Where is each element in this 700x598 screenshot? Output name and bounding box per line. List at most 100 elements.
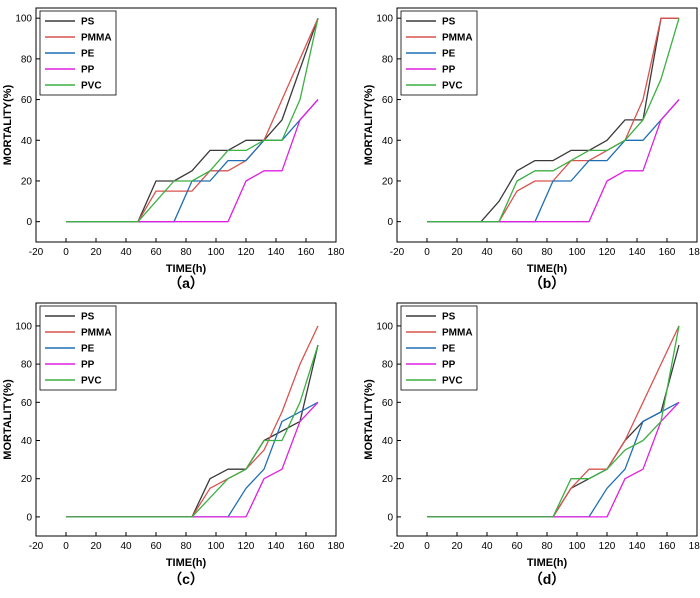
x-tick-label: 20 — [451, 247, 463, 258]
x-tick-label: 180 — [689, 541, 700, 552]
x-tick-label: 0 — [63, 247, 69, 258]
x-tick-label: -20 — [29, 247, 44, 258]
x-axis-label: TIME(h) — [527, 263, 568, 275]
y-tick-label: 80 — [21, 54, 33, 65]
x-tick-label: 80 — [541, 247, 553, 258]
x-tick-label: 60 — [511, 247, 523, 258]
x-tick-label: -20 — [29, 541, 44, 552]
x-tick-label: -20 — [390, 541, 405, 552]
legend-label-pp: PP — [81, 65, 95, 76]
legend: PS PMMA PE PP PVC — [39, 305, 117, 391]
y-tick-label: 60 — [382, 95, 394, 106]
chart-panel-b: -20020406080100120140160180020406080100T… — [363, 7, 700, 291]
y-tick-label: 40 — [21, 136, 33, 147]
y-tick-label: 60 — [21, 95, 33, 106]
x-tick-label: 100 — [569, 247, 586, 258]
y-tick-label: 20 — [21, 474, 33, 485]
panel-caption: （c） — [168, 571, 204, 587]
legend-label-ps: PS — [81, 17, 95, 28]
chart-panel-a: -20 0 20 40 60 80 100 120 140 160 180020406080100T… — [2, 7, 345, 291]
x-tick-label: 140 — [629, 247, 646, 258]
series-line-pp — [66, 401, 319, 518]
legend-label-ps: PS — [442, 17, 456, 28]
x-tick-label: 180 — [328, 247, 345, 258]
legend-label-ps: PS — [81, 312, 95, 323]
legend-label-pmma: PMMA — [81, 328, 112, 339]
y-tick-label: 100 — [15, 14, 32, 25]
series-line-pp — [427, 99, 680, 223]
y-tick-label: 60 — [382, 398, 394, 409]
x-tick-label: 0 — [424, 247, 430, 258]
y-tick-label: 0 — [26, 512, 32, 523]
x-tick-label: 100 — [208, 247, 225, 258]
y-tick-label: 40 — [382, 136, 394, 147]
x-tick-label: 40 — [481, 541, 493, 552]
x-tick-label: 20 — [90, 247, 102, 258]
legend-label-pe: PE — [81, 49, 95, 60]
legend-label-pp: PP — [442, 360, 456, 371]
x-tick-label: 0 — [63, 541, 69, 552]
x-tick-label: 60 — [150, 247, 162, 258]
legend: PS PMMA PE PP PVC — [400, 10, 478, 96]
series-line-pp — [66, 99, 319, 223]
x-tick-label: 20 — [451, 541, 463, 552]
x-tick-label: 160 — [298, 541, 315, 552]
y-tick-label: 40 — [382, 436, 394, 447]
y-tick-label: 80 — [382, 360, 394, 371]
series-line-pe — [427, 99, 680, 223]
legend-label-pe: PE — [442, 344, 456, 355]
y-tick-label: 100 — [376, 321, 393, 332]
x-tick-label: -20 — [390, 247, 405, 258]
legend-label-pvc: PVC — [442, 376, 463, 387]
y-tick-label: 0 — [387, 512, 393, 523]
y-tick-label: 40 — [21, 436, 33, 447]
series-line-pe — [427, 401, 680, 518]
series-line-pmma — [427, 17, 679, 223]
series-line-pvc — [427, 325, 680, 518]
legend-label-pe: PE — [81, 344, 95, 355]
x-tick-label: 140 — [629, 541, 646, 552]
y-tick-label: 80 — [382, 54, 394, 65]
chart-panel-c: -20 0 20 40 60 80 100 120 140 160 180020406080100T… — [2, 302, 345, 587]
x-axis-label: TIME(h) — [166, 557, 207, 569]
x-tick-label: 20 — [90, 541, 102, 552]
legend-label-pvc: PVC — [442, 81, 463, 92]
series-line-ps — [66, 17, 319, 223]
legend-label-pmma: PMMA — [442, 33, 473, 44]
x-tick-label: 40 — [120, 541, 132, 552]
series-line-pe — [66, 99, 319, 223]
x-tick-label: 80 — [180, 541, 192, 552]
series-line-pp — [427, 401, 680, 518]
x-tick-label: 120 — [238, 247, 255, 258]
panel-caption: （d） — [529, 571, 566, 587]
legend-label-pp: PP — [442, 65, 456, 76]
x-tick-label: 100 — [569, 541, 586, 552]
legend-label-pe: PE — [442, 49, 456, 60]
chart-panel-d: -20020406080100120140160180020406080100T… — [363, 302, 700, 587]
panel-caption: （a） — [168, 275, 204, 291]
x-tick-label: 80 — [180, 247, 192, 258]
x-tick-label: 120 — [238, 541, 255, 552]
x-axis-label: TIME(h) — [166, 263, 207, 275]
series-line-pe — [66, 401, 319, 518]
x-tick-label: 180 — [689, 247, 700, 258]
x-tick-label: 160 — [659, 247, 676, 258]
x-tick-label: 180 — [328, 541, 345, 552]
x-tick-label: 40 — [481, 247, 493, 258]
x-tick-label: 160 — [298, 247, 315, 258]
x-tick-label: 100 — [208, 541, 225, 552]
y-tick-label: 20 — [382, 474, 394, 485]
x-tick-label: 80 — [541, 541, 553, 552]
y-tick-label: 0 — [387, 217, 393, 228]
x-tick-label: 120 — [599, 247, 616, 258]
y-axis-label: MORTALITY(%) — [2, 84, 14, 165]
legend-label-pvc: PVC — [81, 376, 102, 387]
y-axis-label: MORTALITY(%) — [363, 379, 375, 460]
panel-caption: （b） — [529, 275, 566, 291]
y-tick-label: 60 — [21, 398, 33, 409]
x-tick-label: 120 — [599, 541, 616, 552]
x-tick-label: 140 — [268, 247, 285, 258]
x-tick-label: 160 — [659, 541, 676, 552]
series-line-pvc — [66, 18, 319, 223]
